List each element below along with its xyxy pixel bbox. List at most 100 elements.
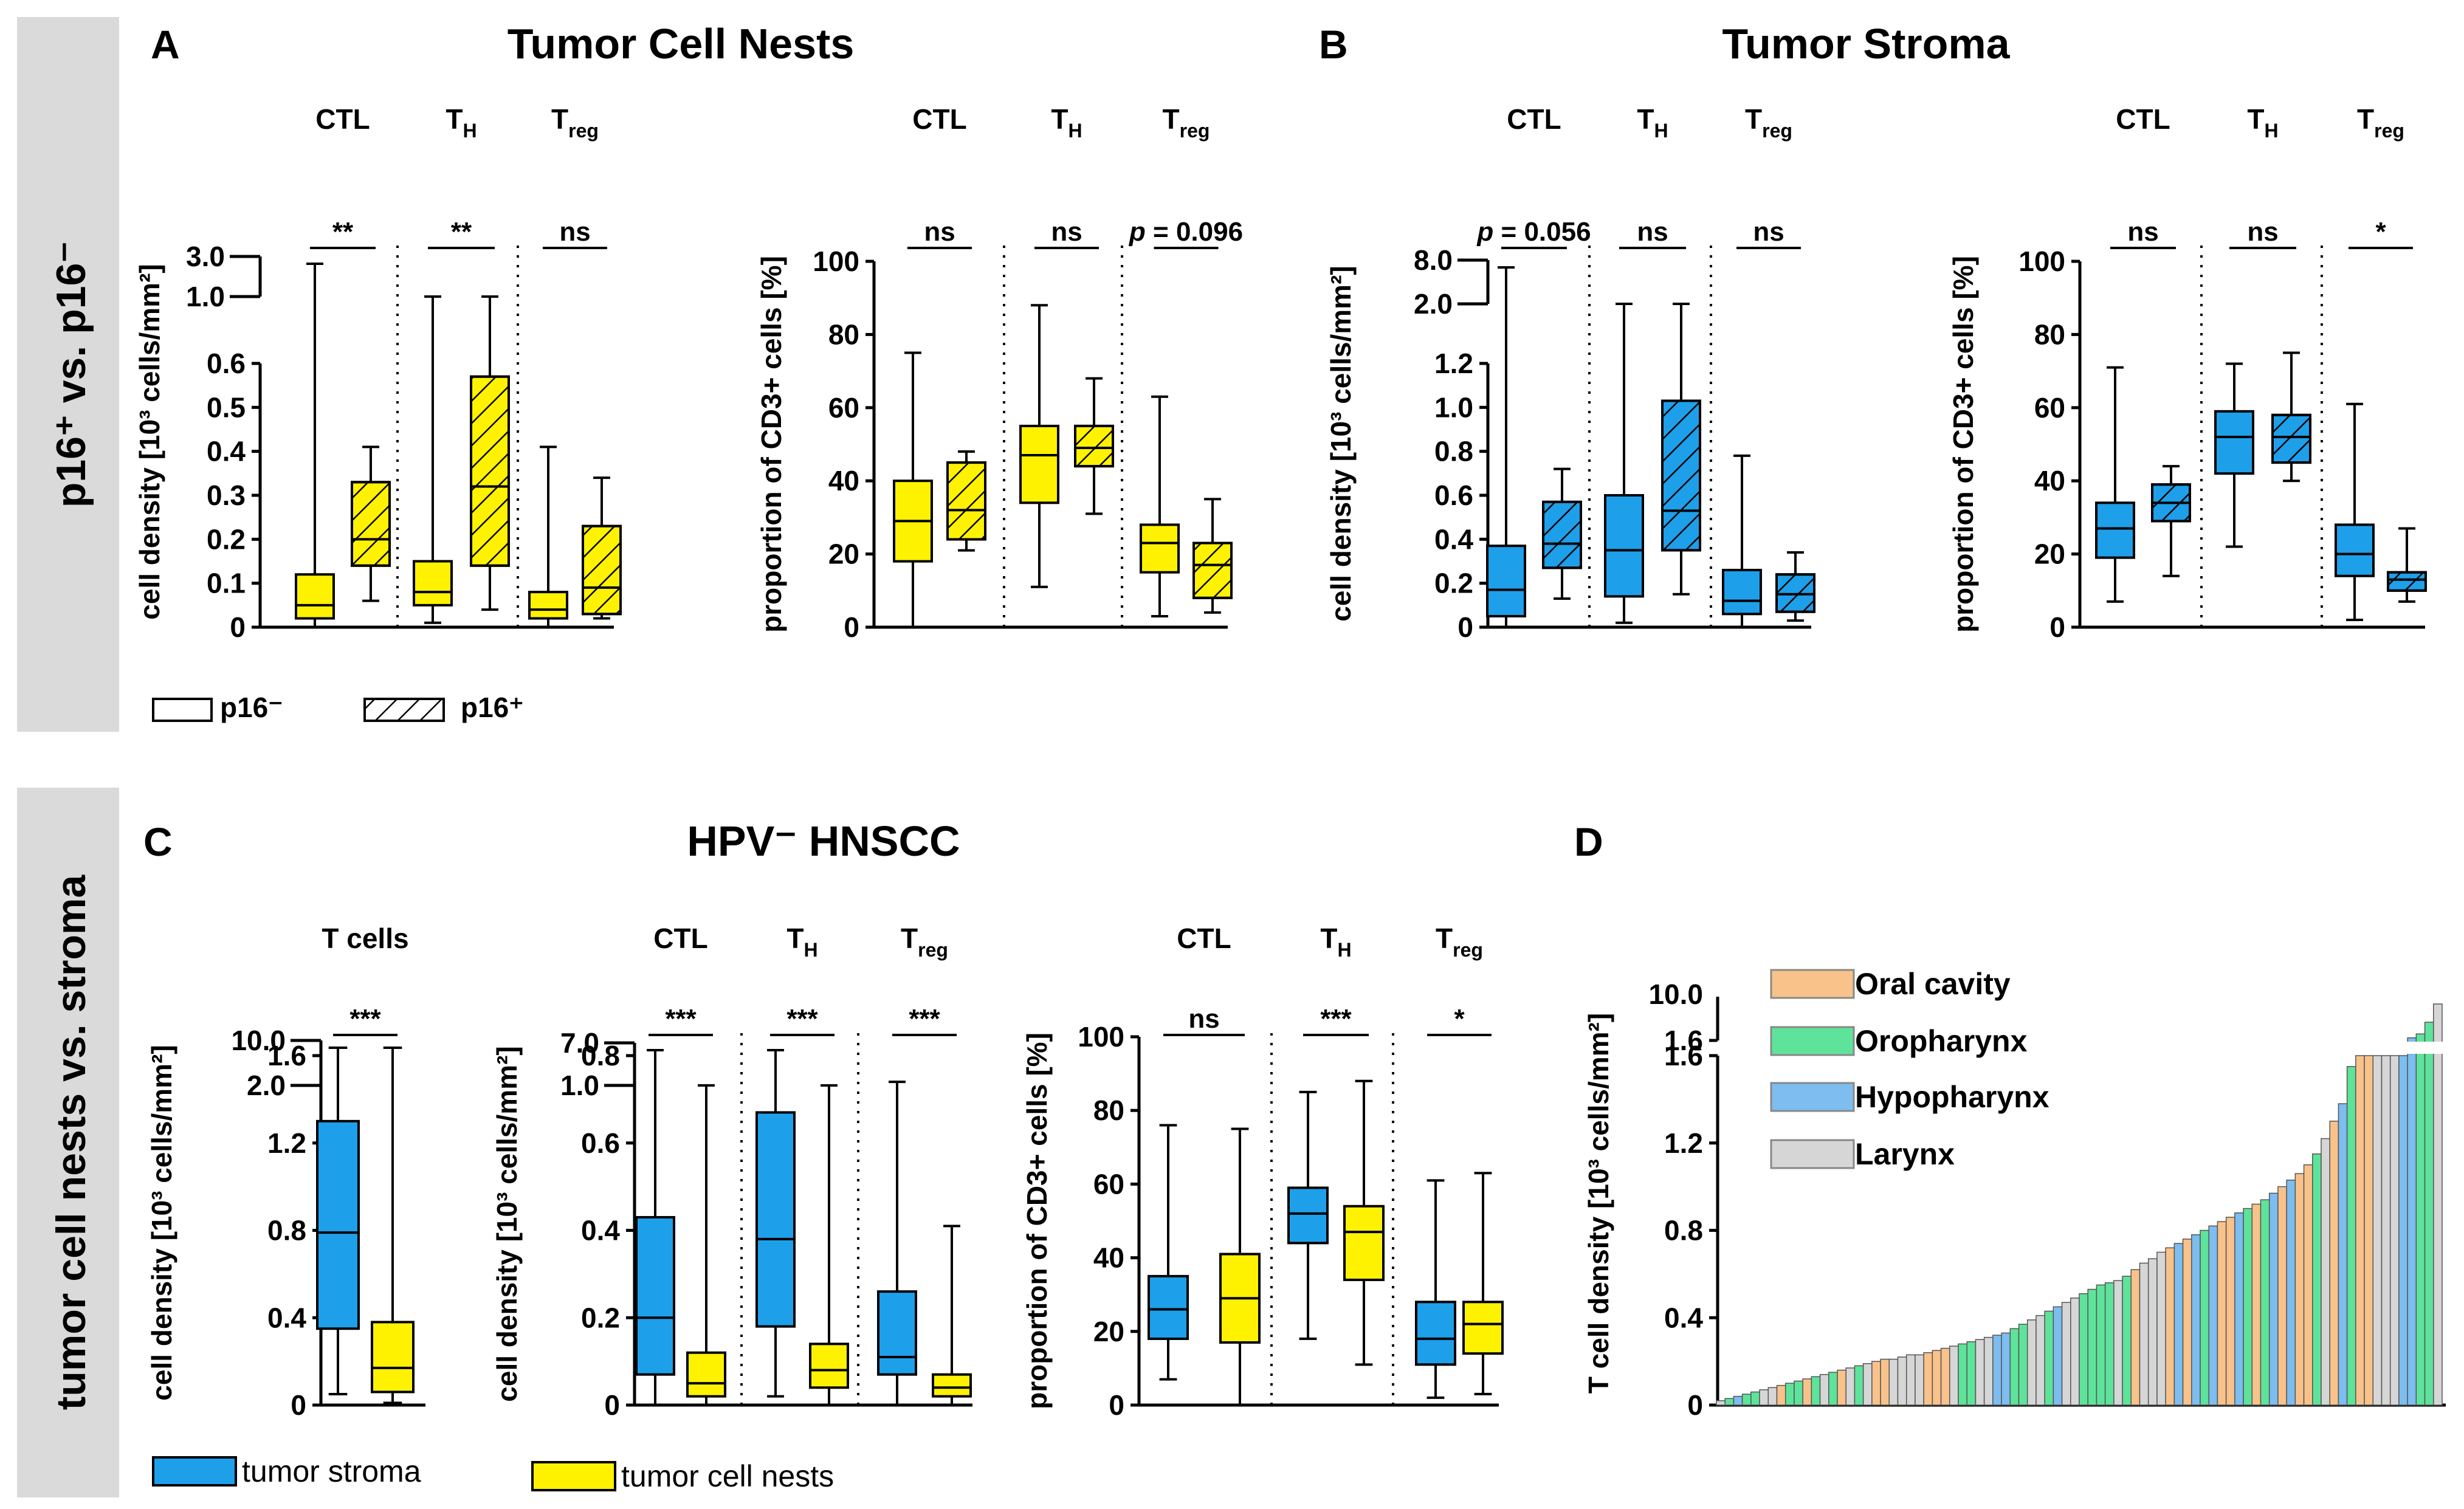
y-tick-label: 1.2 (267, 1127, 306, 1159)
box-ctl-p16- (1486, 545, 1526, 617)
bar (1949, 1346, 1959, 1406)
box-t-reg-p16- (528, 591, 568, 620)
y-tick-label: 100 (2018, 246, 2065, 277)
box-tumor-cell-nests (371, 1321, 415, 1394)
bar (2372, 1055, 2383, 1406)
y-tick-label: 40 (2034, 465, 2065, 497)
y-tick-label: 1.2 (1434, 348, 1473, 379)
bar (2225, 1217, 2235, 1406)
panel-letter-b: B (1319, 22, 1348, 67)
chart-c3: 0 20 40 60 80 100 proportion of CD3+ cells [%]… (1021, 923, 1504, 1421)
legend-label-p16-neg: p16⁻ (220, 692, 283, 723)
bar (2104, 1282, 2115, 1406)
box-hatch (1542, 500, 1582, 569)
box-t-reg-stroma (877, 1290, 917, 1376)
bar (1828, 1372, 1838, 1406)
group-label-t_reg: Treg (1745, 103, 1792, 142)
stat-label: *** (786, 1004, 818, 1034)
bar (2053, 1306, 2063, 1406)
bar (2096, 1284, 2106, 1406)
section-label-bottom: tumor cell nests vs. stroma (48, 875, 94, 1411)
box-t-h-nests (1343, 1205, 1385, 1281)
y-tick-label: 0.8 (1434, 436, 1473, 467)
bar (2217, 1221, 2227, 1406)
bar (2234, 1212, 2244, 1406)
box-t-h-p16- (1019, 424, 1059, 504)
bar (2208, 1225, 2218, 1406)
stat-label: p = 0.056 (1476, 217, 1591, 247)
bar (1888, 1358, 1899, 1406)
bar (2165, 1247, 2175, 1406)
group-label-t_reg: Treg (901, 923, 948, 961)
bar (1767, 1387, 1778, 1406)
legend-swatch-oral (1770, 969, 1855, 999)
section-banner-bottom (17, 788, 119, 1497)
y-tick-label: 80 (828, 318, 859, 350)
y-tick-label: 0.6 (581, 1127, 620, 1159)
group-label-ctl: CTL (1177, 923, 1231, 954)
bar (2286, 1180, 2296, 1406)
bar (2200, 1229, 2209, 1406)
bar (1716, 1400, 1726, 1406)
bar (2044, 1310, 2054, 1406)
bar (2364, 1055, 2374, 1406)
y-tick-label: 0 (291, 1389, 306, 1421)
bar (2079, 1293, 2088, 1406)
y-tick-label-upper: 8.0 (1414, 244, 1453, 276)
y-axis-label: cell density [10³ cells/mm²] (1325, 266, 1357, 621)
y-tick-label: 0.8 (267, 1215, 306, 1246)
y-tick-label: 0.1 (207, 568, 246, 599)
stat-label: ns (559, 217, 590, 247)
legend-swatch-hypopharynx (1770, 1082, 1855, 1112)
bar (2113, 1280, 2123, 1406)
y-axis-label: T cell density [10³ cells/mm²] (1583, 1013, 1614, 1394)
y-tick-label: 0.4 (1434, 523, 1473, 555)
bar (2355, 1055, 2365, 1406)
box-t-reg-stroma (1415, 1301, 1456, 1366)
panel-title-c: HPV⁻ HNSCC (687, 817, 960, 865)
stat-label: p = 0.096 (1129, 217, 1243, 247)
bar (2329, 1121, 2339, 1406)
box-t-h-p16- (1604, 494, 1644, 598)
chart-c1: 2.0 10.0 0 0.4 0.8 1.2 1.6 cell density [10³ ce… (146, 923, 425, 1421)
stat-label: ns (1753, 217, 1784, 247)
stat-label: ns (1051, 217, 1082, 247)
bar (2243, 1208, 2253, 1406)
box-hatch (1192, 541, 1233, 599)
section-banner-top (17, 17, 119, 732)
y-tick-label: 60 (1093, 1168, 1124, 1200)
y-tick-label: 0.5 (207, 391, 246, 423)
bar (2070, 1298, 2080, 1406)
box-ctl-p16- (2095, 501, 2135, 559)
legend-label-oropharynx: Oropharynx (1855, 1024, 2028, 1058)
stat-label: *** (349, 1004, 381, 1034)
y-tick-label: 0.2 (581, 1302, 620, 1333)
bar (1932, 1350, 1942, 1406)
bar (2191, 1234, 2201, 1406)
bar (2260, 1199, 2270, 1406)
y-tick-label: 1.6 (267, 1040, 306, 1071)
y-tick-label: 60 (828, 392, 859, 424)
stat-label: ** (332, 217, 354, 247)
bar (2312, 1153, 2322, 1406)
bar (2294, 1173, 2305, 1406)
box-t-reg-p16- (1722, 568, 1762, 616)
bar (2147, 1258, 2158, 1406)
group-label-ctl: CTL (912, 103, 966, 135)
bar (2389, 1055, 2400, 1406)
bar (2303, 1164, 2313, 1406)
y-tick-label: 80 (2034, 318, 2065, 350)
group-label-t_reg: Treg (551, 103, 599, 142)
y-tick-label: 40 (1093, 1242, 1124, 1274)
y-tick-label-upper: 1.0 (186, 281, 225, 312)
bar (1992, 1335, 2002, 1406)
legend-label-p16-pos: p16⁺ (461, 692, 524, 723)
box-hatch (946, 461, 986, 541)
bar (1923, 1352, 1933, 1406)
group-label-ctl: CTL (2116, 103, 2170, 135)
box-ctl-p16- (295, 573, 335, 620)
legend-label-oral: Oral cavity (1855, 967, 2011, 1001)
y-tick-label: 0.8 (1664, 1215, 1703, 1246)
y-tick-label: 0 (2049, 611, 2065, 643)
